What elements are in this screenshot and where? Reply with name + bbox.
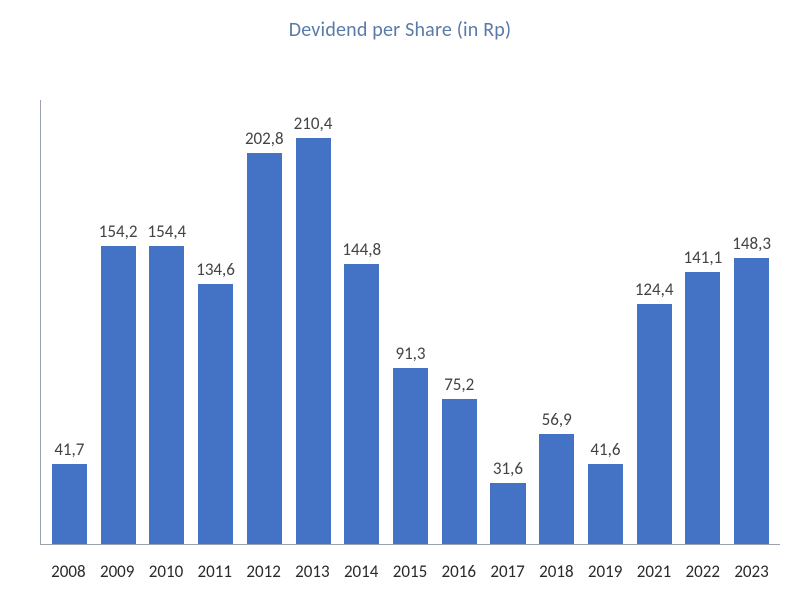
x-axis-label: 2010 [142,561,191,582]
bar [734,258,769,544]
bar-slot: 210,4 [289,100,338,544]
bar-value-label: 41,6 [590,439,620,460]
x-axis-label: 2017 [483,561,532,582]
bar-value-label: 75,2 [444,374,474,395]
bar [149,246,184,544]
bar-value-label: 154,4 [147,221,186,242]
x-axis-label: 2011 [190,561,239,582]
bar-slot: 141,1 [679,100,728,544]
bar-value-label: 41,7 [54,439,84,460]
bar-value-label: 134,6 [196,259,235,280]
bar [685,272,720,544]
bar-value-label: 202,8 [245,128,284,149]
bar-slot: 148,3 [727,100,776,544]
bar-value-label: 144,8 [342,239,381,260]
bar-slot: 124,4 [630,100,679,544]
bar-slot: 154,2 [94,100,143,544]
bar [344,264,379,544]
bars-container: 41,7 154,2 154,4 134,6 202,8 210,4 144,8 91,3 75… [41,100,780,544]
x-axis-label: 2022 [678,561,727,582]
x-axis-label: 2014 [337,561,386,582]
bar-slot: 75,2 [435,100,484,544]
x-axis-label: 2021 [630,561,679,582]
bar-slot: 134,6 [191,100,240,544]
x-axis-labels: 2008200920102011201220132014201520162017… [40,561,780,582]
bar [247,153,282,544]
x-axis-label: 2015 [386,561,435,582]
bar-slot: 154,4 [142,100,191,544]
bar [296,138,331,544]
bar-value-label: 56,9 [542,409,572,430]
bar-value-label: 91,3 [395,343,425,364]
x-axis-label: 2018 [532,561,581,582]
plot-area: 41,7 154,2 154,4 134,6 202,8 210,4 144,8 91,3 75… [40,100,780,545]
bar-slot: 144,8 [337,100,386,544]
bar-value-label: 148,3 [732,233,771,254]
bar [539,434,574,544]
bar [490,483,525,544]
bar-value-label: 154,2 [99,221,138,242]
bar [637,304,672,544]
bar-slot: 91,3 [386,100,435,544]
bar-slot: 41,6 [581,100,630,544]
bar-slot: 31,6 [484,100,533,544]
bar-value-label: 141,1 [684,247,723,268]
bar [101,246,136,544]
x-axis-label: 2008 [44,561,93,582]
bar [393,368,428,544]
x-axis-label: 2012 [239,561,288,582]
bar-slot: 41,7 [45,100,94,544]
chart-title: Devidend per Share (in Rp) [0,0,800,42]
bar-slot: 202,8 [240,100,289,544]
dividend-chart: Devidend per Share (in Rp) 41,7 154,2 154,… [0,0,800,600]
bar [198,284,233,544]
bar-slot: 56,9 [532,100,581,544]
bar-value-label: 31,6 [493,458,523,479]
x-axis-label: 2009 [93,561,142,582]
x-axis-label: 2023 [727,561,776,582]
x-axis-label: 2013 [288,561,337,582]
bar [52,464,87,544]
bar-value-label: 210,4 [294,113,333,134]
bar [442,399,477,544]
x-axis-label: 2016 [434,561,483,582]
x-axis-label: 2019 [581,561,630,582]
bar [588,464,623,544]
bar-value-label: 124,4 [635,279,674,300]
